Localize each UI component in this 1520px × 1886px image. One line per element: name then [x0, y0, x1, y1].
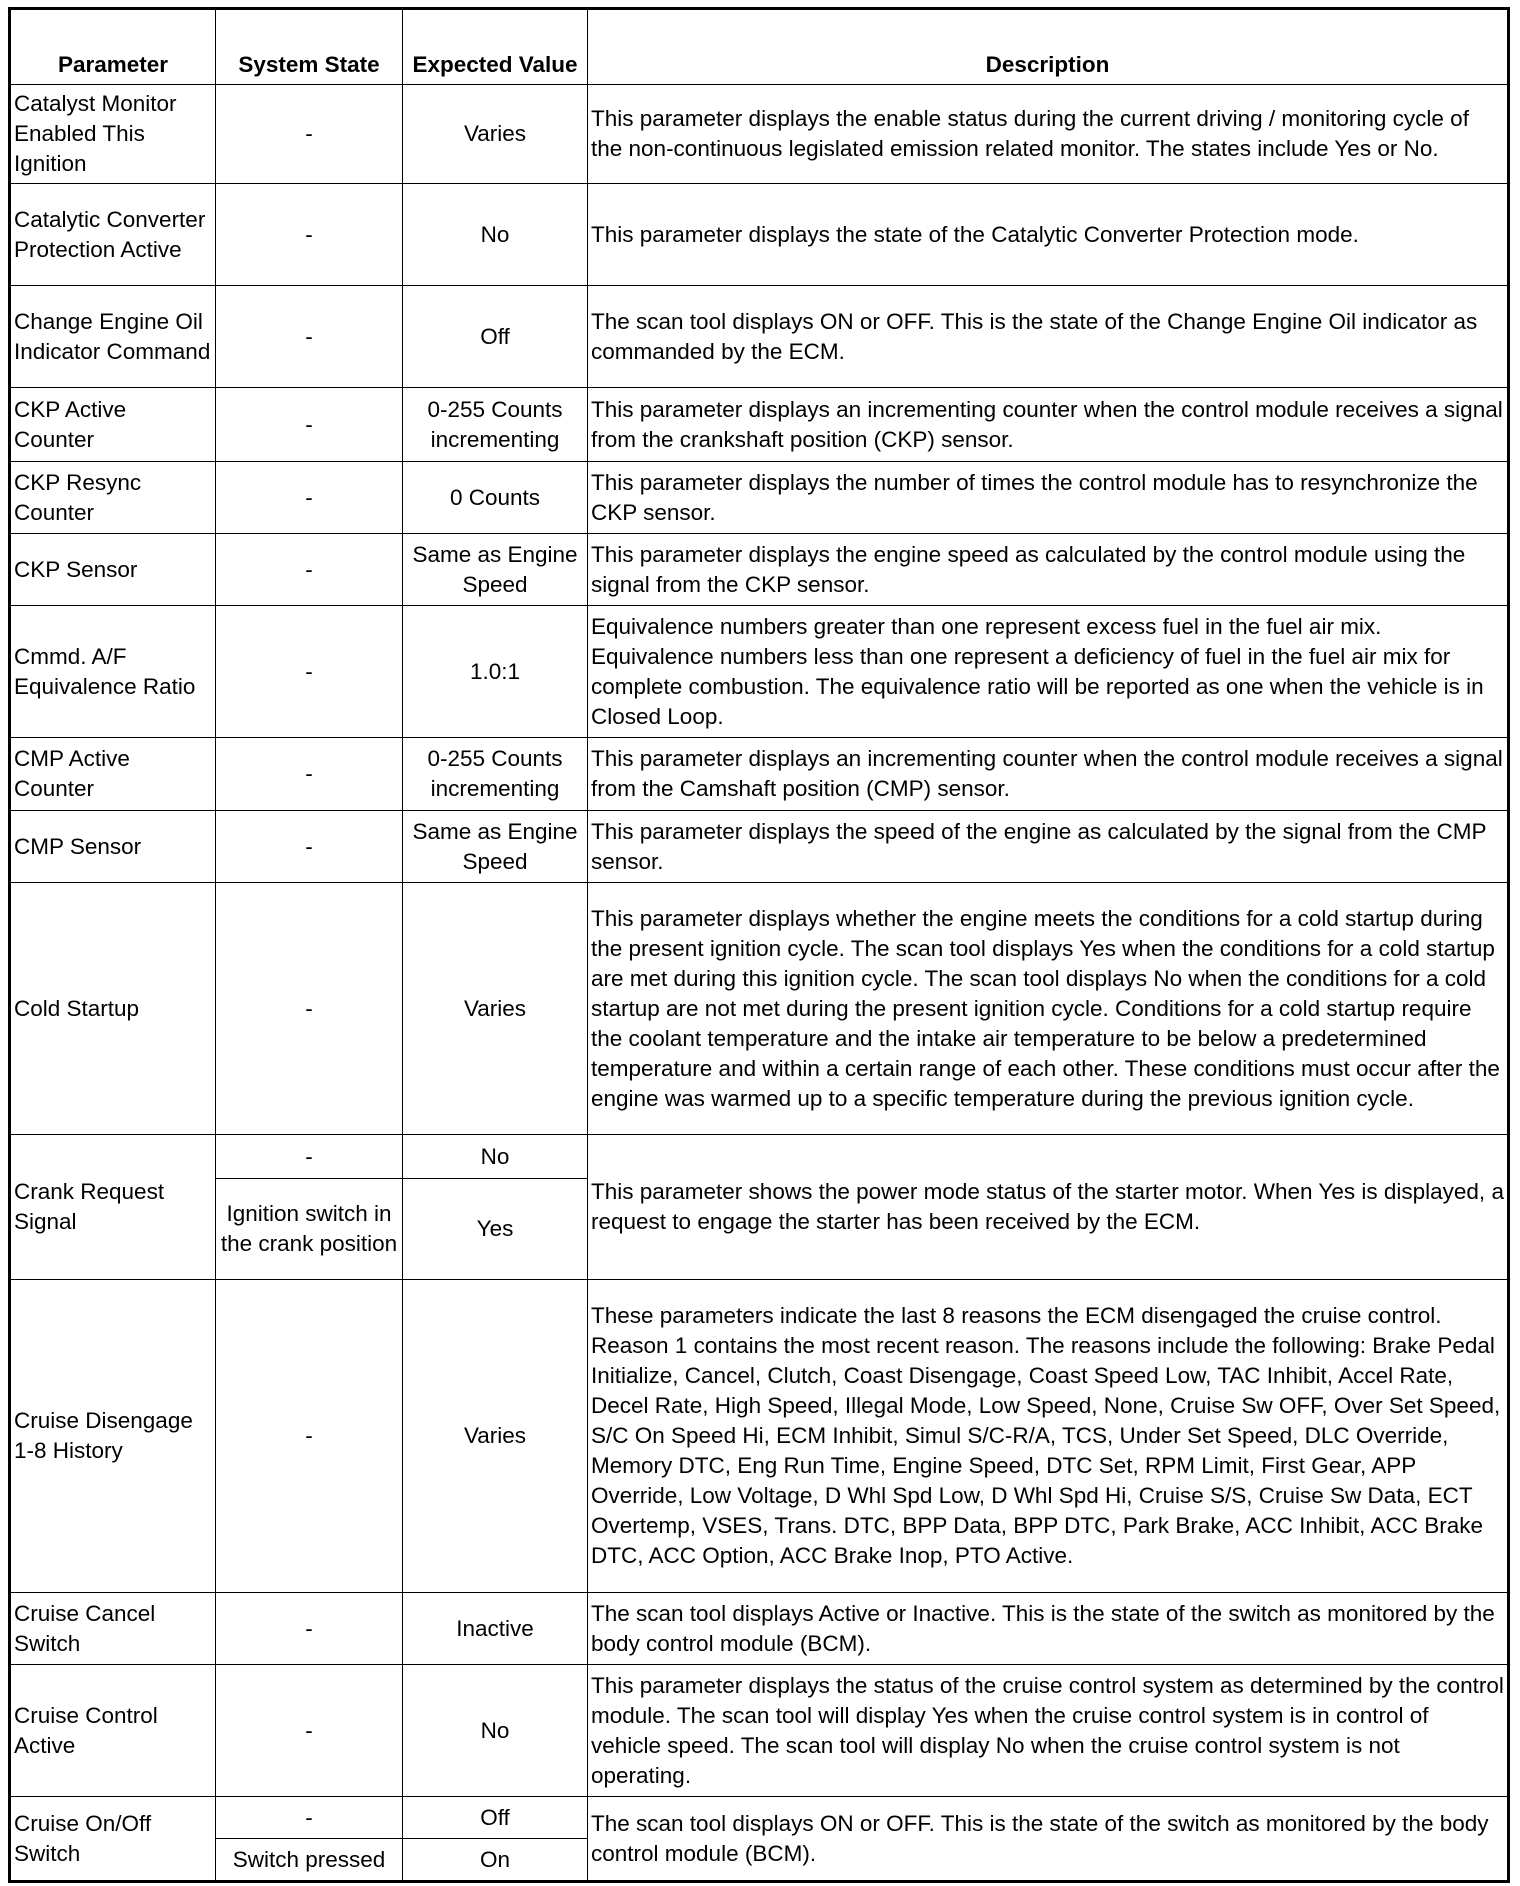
description-cell: This parameter displays the enable statu…	[587, 84, 1509, 184]
description-cell: The scan tool displays ON or OFF. This i…	[587, 285, 1509, 388]
expected-value-cell: Same as Engine Speed	[402, 810, 588, 883]
system-state-cell: -	[215, 1592, 403, 1665]
description-cell: This parameter displays the number of ti…	[587, 461, 1509, 534]
parameter-cell: CKP Resync Counter	[9, 461, 216, 534]
table-row: Cruise Cancel Switch - Inactive The scan to…	[9, 1592, 1509, 1665]
parameter-cell: Cmmd. A/F Equivalence Ratio	[9, 605, 216, 738]
parameter-cell: Catalytic Converter Protection Active	[9, 183, 216, 286]
parameter-cell: CKP Sensor	[9, 533, 216, 606]
header-row: Parameter System State Expected Value De…	[9, 8, 1509, 85]
expected-value-cell: Same as Engine Speed	[402, 533, 588, 606]
header-description: Description	[587, 8, 1509, 85]
table-row: Catalyst Monitor Enabled This Ignition - V…	[9, 84, 1509, 184]
description-cell: This parameter shows the power mode stat…	[587, 1134, 1509, 1280]
parameter-cell: Cold Startup	[9, 882, 216, 1135]
parameter-cell: Catalyst Monitor Enabled This Ignition	[9, 84, 216, 184]
table-row: Cruise Disengage 1-8 History - Varies These…	[9, 1279, 1509, 1593]
table-row: CMP Sensor - Same as Engine Speed This para…	[9, 810, 1509, 883]
system-state-cell: -	[215, 183, 403, 286]
header-system-state: System State	[215, 8, 403, 85]
system-state-cell: -	[215, 737, 403, 811]
expected-value-cell: 0 Counts	[402, 461, 588, 534]
system-state-cell: -	[215, 533, 403, 606]
expected-value-cell: Inactive	[402, 1592, 588, 1665]
table-row: Cruise On/Off Switch - Off The scan tool di…	[9, 1796, 1509, 1882]
parameter-cell: Cruise Control Active	[9, 1664, 216, 1797]
description-cell: This parameter displays the status of th…	[587, 1664, 1509, 1797]
description-cell: This parameter displays the state of the…	[587, 183, 1509, 286]
system-state-cell: -	[215, 84, 403, 184]
description-cell: These parameters indicate the last 8 rea…	[587, 1279, 1509, 1593]
table-row: CKP Sensor - Same as Engine Speed This para…	[9, 533, 1509, 606]
system-state-cell: -	[215, 882, 403, 1135]
system-state-cell: -	[215, 387, 403, 462]
description-cell: This parameter displays the speed of the…	[587, 810, 1509, 883]
header-expected-value: Expected Value	[402, 8, 588, 85]
table-row: CKP Resync Counter -0 Counts This paramete…	[9, 461, 1509, 534]
parameter-cell: Crank Request Signal	[9, 1134, 216, 1280]
expected-value-cell: No	[402, 183, 588, 286]
system-state-cell: -	[215, 810, 403, 883]
description-cell: This parameter displays whether the engi…	[587, 882, 1509, 1135]
table-row: Cmmd. A/F Equivalence Ratio -1.0:1 Equival…	[9, 605, 1509, 738]
header-parameter: Parameter	[9, 8, 216, 85]
parameter-table: Parameter System State Expected Value De…	[8, 7, 1510, 1883]
description-cell: The scan tool displays Active or Inactiv…	[587, 1592, 1509, 1665]
expected-value-cell: On	[402, 1838, 588, 1882]
table-row: Change Engine Oil Indicator Command - Off T…	[9, 285, 1509, 388]
description-cell: Equivalence numbers greater than one rep…	[587, 605, 1509, 738]
parameter-cell: CMP Active Counter	[9, 737, 216, 811]
parameter-cell: Change Engine Oil Indicator Command	[9, 285, 216, 388]
table-row: Switch pressed On	[10, 1838, 1509, 1882]
description-cell: This parameter displays an incrementing …	[587, 387, 1509, 462]
system-state-cell: Ignition switch in the crank position	[215, 1178, 403, 1280]
description-cell: This parameter displays an incrementing …	[587, 737, 1509, 811]
table-row: CKP Active Counter -0-255 Counts incremen…	[9, 387, 1509, 462]
expected-value-cell: Varies	[402, 84, 588, 184]
system-state-cell: Switch pressed	[215, 1838, 403, 1882]
expected-value-cell: Off	[402, 1796, 588, 1839]
system-state-cell: -	[215, 1796, 403, 1839]
system-state-cell: -	[215, 605, 403, 738]
system-state-cell: -	[215, 285, 403, 388]
table-row: Catalytic Converter Protection Active - No…	[9, 183, 1509, 286]
expected-value-cell: Off	[402, 285, 588, 388]
system-state-cell: -	[215, 1134, 403, 1179]
system-state-cell: -	[215, 461, 403, 534]
expected-value-cell: Varies	[402, 1279, 588, 1593]
expected-value-cell: 1.0:1	[402, 605, 588, 738]
system-state-cell: -	[215, 1279, 403, 1593]
parameter-cell: CMP Sensor	[9, 810, 216, 883]
expected-value-cell: Varies	[402, 882, 588, 1135]
expected-value-cell: No	[402, 1664, 588, 1797]
description-cell: This parameter displays the engine speed…	[587, 533, 1509, 606]
expected-value-cell: Yes	[402, 1178, 588, 1280]
parameter-cell: CKP Active Counter	[9, 387, 216, 462]
system-state-cell: -	[215, 1664, 403, 1797]
expected-value-cell: 0-255 Counts incrementing	[402, 737, 588, 811]
table-row: Cold Startup - Varies This parameter displa…	[9, 882, 1509, 1135]
parameter-cell: Cruise Cancel Switch	[9, 1592, 216, 1665]
table-row: Cruise Control Active - No This parameter d…	[9, 1664, 1509, 1797]
table-row: CMP Active Counter -0-255 Counts incremen…	[9, 737, 1509, 811]
expected-value-cell: No	[402, 1134, 588, 1179]
expected-value-cell: 0-255 Counts incrementing	[402, 387, 588, 462]
description-cell: The scan tool displays ON or OFF. This i…	[587, 1796, 1509, 1882]
parameter-cell: Cruise Disengage 1-8 History	[9, 1279, 216, 1593]
table-row: Crank Request Signal - No This parameter sh…	[9, 1134, 1509, 1280]
parameter-cell: Cruise On/Off Switch	[9, 1796, 216, 1882]
